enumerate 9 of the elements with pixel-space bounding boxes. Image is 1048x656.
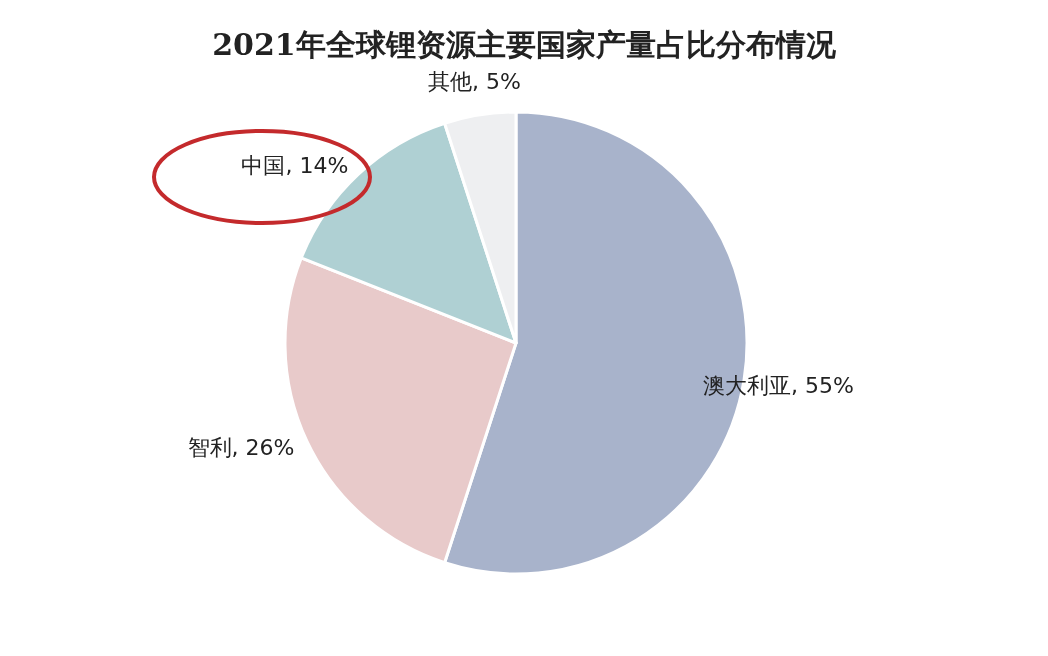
slice-label: 澳大利亚 [702, 372, 791, 398]
data-label: , 55% [790, 372, 854, 398]
data-label: , 5% [472, 68, 521, 94]
data-label: , 14% [285, 152, 349, 178]
slice-label: 智利 [187, 435, 232, 461]
chart-title: 2021年全球锂资源主要国家产量占比分布情况 [212, 27, 837, 62]
slice-label: 其他 [428, 68, 472, 94]
data-label: , 26% [231, 435, 295, 461]
slice-label: 中国 [241, 152, 286, 178]
